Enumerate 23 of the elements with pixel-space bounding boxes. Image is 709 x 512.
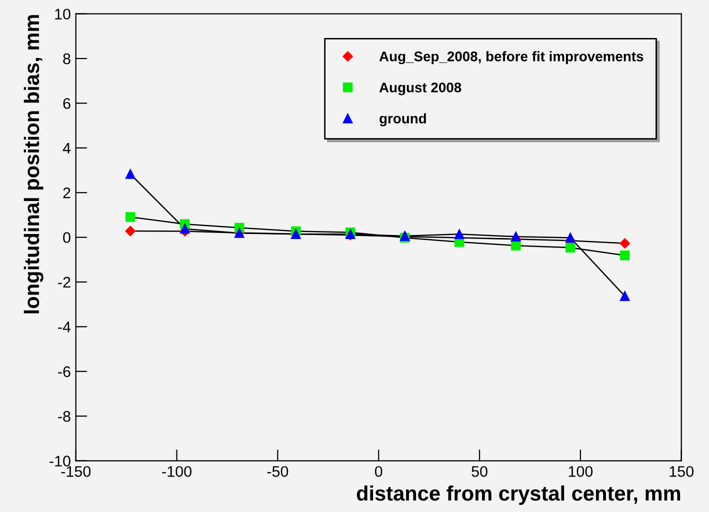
y-tick-label: -6 [58, 366, 70, 378]
y-axis-title: longitudinal position bias, mm [24, 15, 44, 314]
x-axis-title: distance from crystal center, mm [356, 485, 680, 505]
y-tick-label: -10 [50, 456, 70, 466]
x-tick-label: 50 [472, 466, 488, 477]
x-tick-label: 150 [670, 466, 694, 477]
y-tick-label: 2 [63, 187, 70, 198]
x-tick-label: -50 [267, 466, 288, 477]
legend-label: August 2008 [379, 82, 462, 96]
x-tick-label: 0 [374, 466, 382, 477]
x-tick-label: -150 [61, 466, 91, 477]
x-tick-label: 100 [568, 466, 593, 477]
y-tick-label: 8 [63, 53, 70, 64]
y-tick-label: 6 [63, 98, 70, 109]
legend-label: Aug_Sep_2008, before fit improvements [379, 51, 644, 64]
y-tick-label: 0 [63, 232, 70, 243]
y-tick-label: 4 [62, 142, 71, 154]
y-tick-label: -4 [58, 322, 71, 332]
y-tick-label: -2 [58, 276, 70, 288]
x-tick-label: -100 [162, 466, 192, 477]
legend-label: ground [380, 113, 426, 126]
y-tick-label: -8 [58, 410, 70, 422]
y-tick-label: 10 [55, 8, 70, 20]
